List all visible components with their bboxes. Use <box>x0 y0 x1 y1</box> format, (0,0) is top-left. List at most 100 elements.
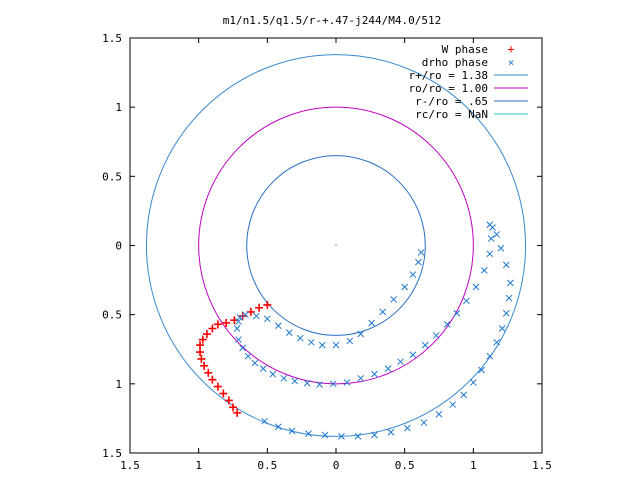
y-tick-label: 1.5 <box>102 32 122 45</box>
drho-phase-point <box>307 338 315 346</box>
drho-phase-point <box>469 379 477 386</box>
drho-phase-point <box>489 224 496 231</box>
drho-phase-point <box>460 391 468 399</box>
w-phase-point <box>255 303 264 312</box>
reference-circle <box>246 155 426 336</box>
w-phase-point <box>208 324 217 333</box>
drho-phase-point <box>236 314 244 321</box>
drho-phase-point <box>404 424 411 432</box>
w-phase-point <box>200 361 209 370</box>
drho-phase-point <box>357 330 365 338</box>
drho-phase-point <box>432 332 440 339</box>
drho-phase-point <box>303 379 311 387</box>
drho-phase-point <box>397 358 404 366</box>
drho-phase-point <box>288 427 296 435</box>
drho-phase-point <box>280 374 288 382</box>
drho-phase-point <box>332 341 340 349</box>
drho-phase-point <box>321 431 329 439</box>
drho-phase-point <box>435 410 443 418</box>
legend-label-w-phase: W phase <box>442 43 488 56</box>
drho-phase-point <box>235 318 242 325</box>
drho-phase-point <box>263 315 271 323</box>
drho-phase-point <box>354 433 362 440</box>
reference-circle <box>145 54 527 437</box>
legend-label-r-minus: r-/ro = .65 <box>415 95 488 108</box>
drho-phase-point <box>269 370 277 378</box>
y-tick-label: 1 <box>115 101 122 114</box>
drho-phase-point <box>235 336 242 343</box>
drho-phase-point <box>443 320 451 328</box>
legend-label-drho-phase: drho phase <box>422 56 488 69</box>
drho-phase-point <box>357 374 365 382</box>
x-tick-label: 1.5 <box>120 459 140 472</box>
drho-phase-point <box>285 329 293 337</box>
w-phase-point <box>196 348 205 357</box>
reference-circle <box>198 106 474 385</box>
w-phase-point <box>197 354 206 363</box>
reference-circles <box>145 54 527 437</box>
w-phase-point <box>208 375 217 384</box>
drho-phase-point <box>480 267 488 274</box>
drho-phase-point <box>329 380 337 388</box>
legend-marker-w-phase: + <box>507 42 514 56</box>
w-phase-point <box>233 408 242 417</box>
drho-phase-point <box>368 319 376 327</box>
drho-phase-point <box>420 419 428 426</box>
w-phase-point <box>198 335 207 344</box>
drho-phase-point <box>417 249 425 256</box>
legend-label-r-plus: r+/ro = 1.38 <box>409 69 488 82</box>
w-phase-point <box>213 382 222 391</box>
drho-phase-point <box>449 401 457 408</box>
x-tick-label: 1 <box>195 459 202 472</box>
legend-label-r-c: rc/ro = NaN <box>415 108 488 121</box>
drho-phase-point <box>498 325 506 332</box>
w-phase-point <box>224 396 233 405</box>
drho-phase-point <box>371 370 378 378</box>
drho-phase-point <box>487 235 495 242</box>
y-tick-label: 1.5 <box>102 447 122 460</box>
drho-phase-point <box>493 338 501 346</box>
drho-phase-point <box>453 309 461 317</box>
drho-phase-point <box>252 312 260 320</box>
drho-phase-point <box>390 296 398 303</box>
drho-phase-point <box>305 430 312 437</box>
drho-phase-point <box>507 279 514 287</box>
drho-phase-point <box>497 244 505 252</box>
drho-phase-point <box>239 344 246 352</box>
w-phase-point <box>196 341 205 350</box>
w-phase-point <box>202 330 211 339</box>
legend-label-r-zero: ro/ro = 1.00 <box>409 82 488 95</box>
w-phase-point <box>229 403 237 412</box>
drho-phase-point <box>244 352 252 360</box>
chart-title: m1/n1.5/q1.5/r-+.47-j244/M4.0/512 <box>223 14 442 27</box>
drho-phase-point <box>502 261 510 269</box>
w-phase-point <box>238 312 247 321</box>
drho-phase-point <box>505 294 513 302</box>
y-tick-label: 0 <box>115 240 122 253</box>
drho-phase-point <box>387 428 395 436</box>
data-series <box>196 221 514 440</box>
origin-point <box>335 244 337 246</box>
legend-marker-drho-phase: × <box>508 56 515 69</box>
drho-phase-point <box>502 309 510 317</box>
y-tick-label: 0.5 <box>102 309 122 322</box>
drho-phase-point <box>274 322 282 330</box>
y-tick-label: 0.5 <box>102 170 122 183</box>
drho-phase-point <box>338 433 345 440</box>
drho-phase-point <box>291 377 299 385</box>
drho-phase-point <box>259 365 267 372</box>
drho-phase-point <box>274 423 282 431</box>
drho-phase-point <box>379 308 387 316</box>
drho-phase-point <box>371 431 378 439</box>
x-tick-label: 1.5 <box>532 459 552 472</box>
drho-phase-point <box>261 417 268 425</box>
drho-phase-point <box>486 352 494 360</box>
drho-phase-point <box>296 334 304 342</box>
w-phase-point <box>213 320 222 329</box>
drho-phase-point <box>346 337 354 345</box>
drho-phase-point <box>478 366 485 374</box>
x-tick-label: 0.5 <box>395 459 415 472</box>
legend: W phase + drho phase × r+/ro = 1.38 ro/r… <box>409 42 528 121</box>
